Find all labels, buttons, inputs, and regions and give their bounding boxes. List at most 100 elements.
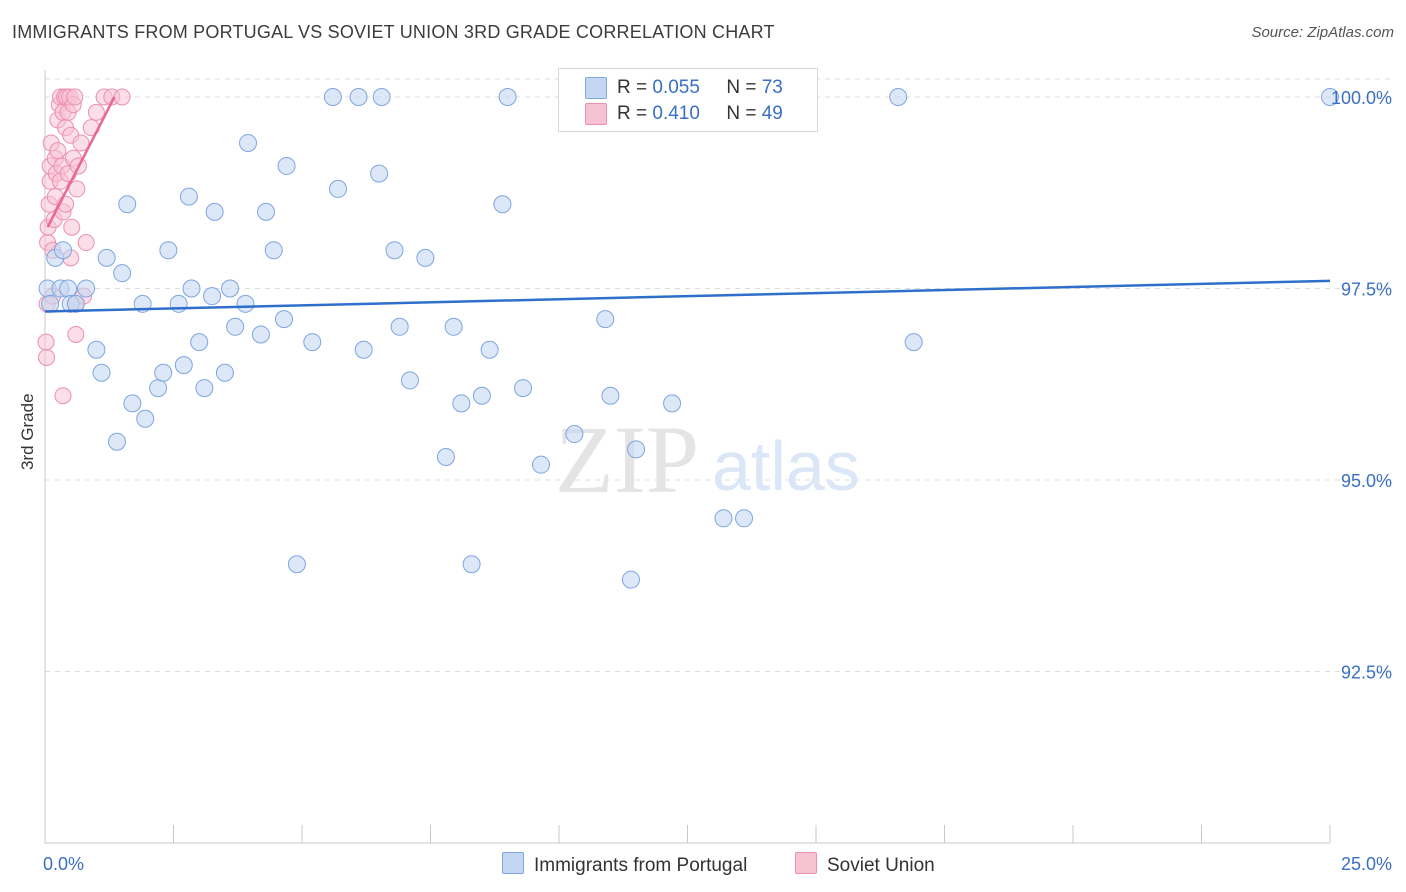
- legend-swatch-portugal: [585, 77, 607, 99]
- data-point-immigrants-from-portugal: [195, 379, 214, 398]
- data-point-immigrants-from-portugal: [385, 241, 404, 260]
- data-point-soviet-union: [72, 134, 90, 152]
- legend-n-label: N =: [726, 103, 757, 124]
- legend-n-label: N =: [726, 77, 757, 98]
- legend-n-value-soviet: 49: [761, 103, 783, 124]
- data-point-immigrants-from-portugal: [472, 386, 491, 405]
- data-point-immigrants-from-portugal: [179, 187, 198, 206]
- data-point-immigrants-from-portugal: [303, 333, 322, 352]
- data-point-soviet-union: [37, 333, 55, 351]
- data-point-immigrants-from-portugal: [203, 287, 222, 306]
- data-point-immigrants-from-portugal: [390, 317, 409, 336]
- legend-swatch-soviet: [585, 103, 607, 125]
- data-point-immigrants-from-portugal: [621, 570, 640, 589]
- series-soviet-union: [37, 88, 131, 405]
- data-point-immigrants-from-portugal: [92, 363, 111, 382]
- data-point-immigrants-from-portugal: [159, 241, 178, 260]
- trend-line-soviet: [46, 96, 116, 228]
- data-point-soviet-union: [63, 218, 81, 236]
- data-point-immigrants-from-portugal: [287, 555, 306, 574]
- data-point-immigrants-from-portugal: [532, 455, 551, 474]
- data-point-immigrants-from-portugal: [174, 356, 193, 375]
- legend-swatch-portugal: [502, 852, 524, 874]
- data-point-immigrants-from-portugal: [169, 294, 188, 313]
- data-point-soviet-union: [49, 142, 67, 160]
- data-point-immigrants-from-portugal: [182, 279, 201, 298]
- legend-n-value-portugal: 73: [761, 77, 783, 98]
- legend-label-soviet: Soviet Union: [827, 855, 935, 876]
- data-point-immigrants-from-portugal: [221, 279, 240, 298]
- data-point-immigrants-from-portugal: [462, 555, 481, 574]
- data-point-immigrants-from-portugal: [215, 363, 234, 382]
- data-point-immigrants-from-portugal: [328, 179, 347, 198]
- watermark: ZIP atlas: [555, 406, 860, 513]
- data-point-immigrants-from-portugal: [354, 340, 373, 359]
- data-point-soviet-union: [87, 103, 105, 121]
- data-point-soviet-union: [77, 234, 95, 252]
- data-point-immigrants-from-portugal: [118, 195, 137, 214]
- data-point-immigrants-from-portugal: [627, 440, 646, 459]
- data-point-immigrants-from-portugal: [66, 294, 85, 313]
- data-point-immigrants-from-portugal: [136, 409, 155, 428]
- data-point-immigrants-from-portugal: [452, 394, 471, 413]
- data-point-soviet-union: [54, 387, 72, 405]
- stats-legend: R = 0.055 N = 73 R = 0.410 N = 49: [558, 68, 818, 132]
- data-point-immigrants-from-portugal: [370, 164, 389, 183]
- bottom-legend-soviet: Soviet Union: [795, 852, 935, 877]
- data-point-immigrants-from-portugal: [444, 317, 463, 336]
- data-point-immigrants-from-portugal: [400, 371, 419, 390]
- data-point-immigrants-from-portugal: [190, 333, 209, 352]
- source-credit: Source: ZipAtlas.com: [1251, 24, 1394, 41]
- data-point-immigrants-from-portugal: [1321, 88, 1339, 106]
- data-point-immigrants-from-portugal: [275, 310, 294, 329]
- trend-lines: [44, 96, 1331, 313]
- data-point-immigrants-from-portugal: [277, 156, 296, 175]
- data-point-immigrants-from-portugal: [205, 202, 224, 221]
- data-point-immigrants-from-portugal: [53, 241, 72, 260]
- legend-r-value-portugal: 0.055: [652, 77, 700, 98]
- data-point-immigrants-from-portugal: [113, 264, 132, 283]
- data-point-immigrants-from-portugal: [416, 248, 435, 267]
- legend-r-label: R =: [617, 77, 648, 98]
- data-point-immigrants-from-portugal: [596, 310, 615, 329]
- legend-r-value-soviet: 0.410: [652, 103, 700, 124]
- data-point-soviet-union: [66, 88, 84, 106]
- data-point-soviet-union: [67, 325, 85, 343]
- data-point-immigrants-from-portugal: [514, 379, 533, 398]
- data-point-immigrants-from-portugal: [349, 88, 368, 106]
- tick-labels: 92.5% 95.0% 97.5% 100.0% 0.0% 25.0%: [43, 88, 1392, 874]
- data-point-immigrants-from-portugal: [735, 509, 754, 528]
- data-point-immigrants-from-portugal: [154, 363, 173, 382]
- chart-title: IMMIGRANTS FROM PORTUGAL VS SOVIET UNION…: [12, 22, 775, 42]
- data-point-immigrants-from-portugal: [59, 279, 78, 298]
- series-immigrants-from-portugal: [38, 88, 1339, 589]
- bottom-legend-portugal: Immigrants from Portugal: [502, 852, 747, 877]
- gridlines: [45, 78, 1392, 672]
- data-point-immigrants-from-portugal: [663, 394, 682, 413]
- data-point-immigrants-from-portugal: [889, 88, 908, 106]
- data-point-immigrants-from-portugal: [236, 294, 255, 313]
- data-point-immigrants-from-portugal: [493, 195, 512, 214]
- data-point-immigrants-from-portugal: [372, 88, 391, 106]
- data-point-soviet-union: [38, 348, 56, 366]
- watermark-zip: ZIP: [555, 406, 699, 513]
- data-point-immigrants-from-portugal: [97, 248, 116, 267]
- data-point-soviet-union: [113, 88, 131, 106]
- y-tick-label: 97.5%: [1341, 280, 1392, 300]
- data-point-immigrants-from-portugal: [904, 333, 923, 352]
- data-point-immigrants-from-portugal: [107, 432, 126, 451]
- x-tick-label: 0.0%: [43, 854, 84, 874]
- y-tick-label: 92.5%: [1341, 663, 1392, 683]
- data-point-immigrants-from-portugal: [714, 509, 733, 528]
- data-point-immigrants-from-portugal: [601, 386, 620, 405]
- data-point-immigrants-from-portugal: [149, 379, 168, 398]
- x-tick-label: 25.0%: [1341, 854, 1392, 874]
- y-tick-label: 95.0%: [1341, 471, 1392, 491]
- data-point-immigrants-from-portugal: [480, 340, 499, 359]
- legend-r-label: R =: [617, 103, 648, 124]
- legend-label-portugal: Immigrants from Portugal: [534, 855, 748, 876]
- watermark-atlas: atlas: [712, 427, 860, 505]
- data-point-immigrants-from-portugal: [323, 88, 342, 106]
- data-point-immigrants-from-portugal: [565, 425, 584, 444]
- data-point-immigrants-from-portugal: [436, 448, 455, 467]
